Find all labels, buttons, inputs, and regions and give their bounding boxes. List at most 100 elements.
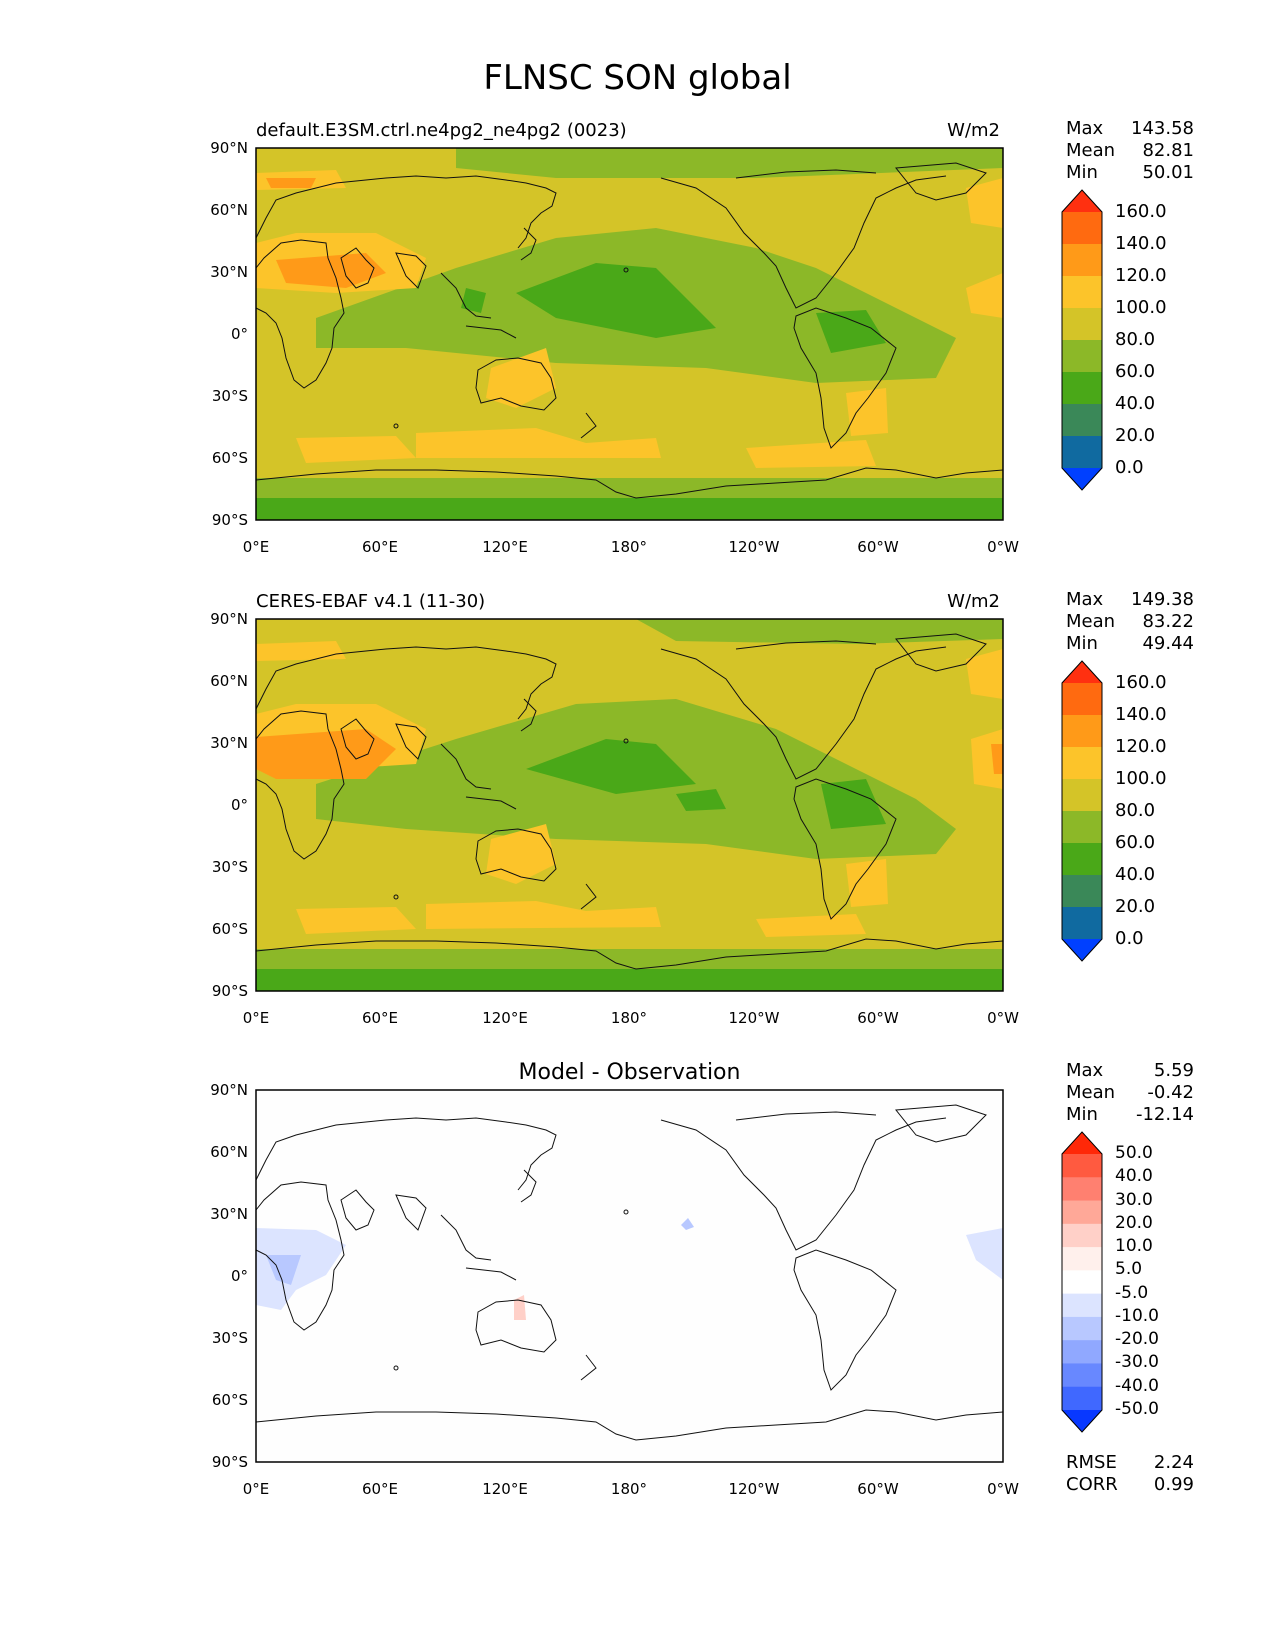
panel-difference: Model - Observation 90°N 60°N 30°N 0° 30… [0,1060,1275,1500]
lon-label: 60°W [857,1480,899,1498]
colorbar-segment [1062,1154,1102,1178]
lon-label: 0°W [987,1480,1019,1498]
lat-label: 0° [230,1267,248,1285]
colorbar-segment [1062,404,1102,437]
colorbar-segment [1062,276,1102,309]
colorbar-segment [1062,1316,1102,1341]
colorbar-tick-label: 0.0 [1115,928,1144,949]
lat-label: 60°S [211,920,248,938]
panel-model: default.E3SM.ctrl.ne4pg2_ne4pg2 (0023) W… [0,118,1275,588]
lon-label: 0°W [987,538,1019,556]
colorbar-outline [1061,1131,1103,1433]
lat-label: 60°N [210,1143,248,1161]
lon-label: 120°W [728,538,780,556]
max-label: Max [1066,1060,1104,1081]
lon-label: 60°W [857,1009,899,1027]
corr-label: CORR [1066,1474,1118,1495]
lon-label: 60°E [361,538,399,556]
colorbar-tick-label: 140.0 [1115,704,1167,725]
units-label: W/m2 [947,120,1000,141]
lat-label: 90°N [210,139,248,157]
lat-label: 90°S [211,511,248,529]
min-label: Min [1066,1104,1098,1125]
min-label: Min [1066,633,1098,654]
lon-label: 180° [610,1009,648,1027]
max-value: 5.59 [1153,1060,1194,1081]
colorbar-tick-label: 40.0 [1115,864,1156,885]
colorbar-tick-label: 80.0 [1115,800,1156,821]
colorbar-tick-label: -40.0 [1115,1375,1159,1396]
colorbar-segment [1062,1247,1102,1271]
lon-label: 120°W [728,1480,780,1498]
lon-label: 120°E [482,538,528,556]
observation-map [255,618,1004,992]
colorbar [1061,660,1103,962]
colorbar-tick-label: -20.0 [1115,1329,1159,1350]
colorbar-segment [1062,1200,1102,1225]
mean-label: Mean [1066,1082,1116,1103]
max-label: Max [1066,118,1104,139]
stats-box: Max 5.59 Mean -0.42 Min -12.14 [1066,1060,1194,1126]
lon-label: 120°E [482,1009,528,1027]
lat-label: 30°S [211,387,248,405]
panel-observation: CERES-EBAF v4.1 (11-30) W/m2 90°N 60°N 3… [0,589,1275,1059]
colorbar-tick-label: 5.0 [1115,1259,1143,1280]
colorbar-segment [1062,308,1102,341]
colorbar [1061,1131,1103,1433]
colorbar-tick-label: 120.0 [1115,736,1167,757]
colorbar-tick-label: 140.0 [1115,233,1167,254]
mean-value: 82.81 [1142,140,1194,161]
colorbar-tick-label: 0.0 [1115,457,1144,478]
lon-label: 0°E [242,1480,270,1498]
lon-label: 60°W [857,538,899,556]
colorbar-segment [1062,212,1102,245]
colorbar-segment [1062,1363,1102,1388]
lon-label: 180° [610,1480,648,1498]
model-map [255,147,1004,521]
colorbar-segment [1062,779,1102,812]
colorbar-tick-label: 20.0 [1115,1212,1153,1233]
min-value: -12.14 [1135,1104,1194,1125]
lat-label: 90°N [210,610,248,628]
colorbar-tick-label: 60.0 [1115,832,1156,853]
colorbar-cap-bottom [1062,468,1102,490]
lat-label: 0° [230,796,248,814]
rmse-value: 2.24 [1153,1452,1194,1473]
lon-label: 0°E [242,538,270,556]
lat-label: 30°S [211,1329,248,1347]
colorbar-segment [1062,1270,1102,1295]
colorbar-tick-label: 160.0 [1115,672,1167,693]
lat-label: 60°S [211,449,248,467]
colorbar-cap-top [1062,190,1102,212]
rmse-label: RMSE [1066,1452,1117,1473]
colorbar-cap-bottom [1062,1410,1102,1432]
colorbar-segment [1062,244,1102,277]
colorbar-tick-label: 120.0 [1115,265,1167,286]
difference-map [255,1089,1004,1463]
lat-label: 60°N [210,201,248,219]
lat-label: 90°N [210,1081,248,1099]
mean-label: Mean [1066,611,1116,632]
lon-label: 60°E [361,1480,399,1498]
lon-label: 120°E [482,1480,528,1498]
corr-value: 0.99 [1153,1474,1194,1495]
units-label: W/m2 [947,591,1000,612]
colorbar-segment [1062,1386,1102,1411]
colorbar-tick-label: 20.0 [1115,425,1156,446]
lat-label: 60°S [211,1391,248,1409]
lat-label: 30°N [210,1205,248,1223]
colorbar-tick-label: 160.0 [1115,201,1167,222]
colorbar-segment [1062,436,1102,469]
colorbar-cap-bottom [1062,939,1102,961]
colorbar-segment [1062,1223,1102,1248]
lon-label: 0°E [242,1009,270,1027]
colorbar-segment [1062,907,1102,940]
colorbar-tick-label: -30.0 [1115,1352,1159,1373]
min-value: 50.01 [1142,162,1194,183]
lat-label: 60°N [210,672,248,690]
lon-label: 120°W [728,1009,780,1027]
colorbar-segment [1062,1340,1102,1364]
mean-label: Mean [1066,140,1116,161]
colorbar-tick-label: -5.0 [1115,1282,1149,1303]
stats-box: Max 149.38 Mean 83.22 Min 49.44 [1066,589,1194,655]
